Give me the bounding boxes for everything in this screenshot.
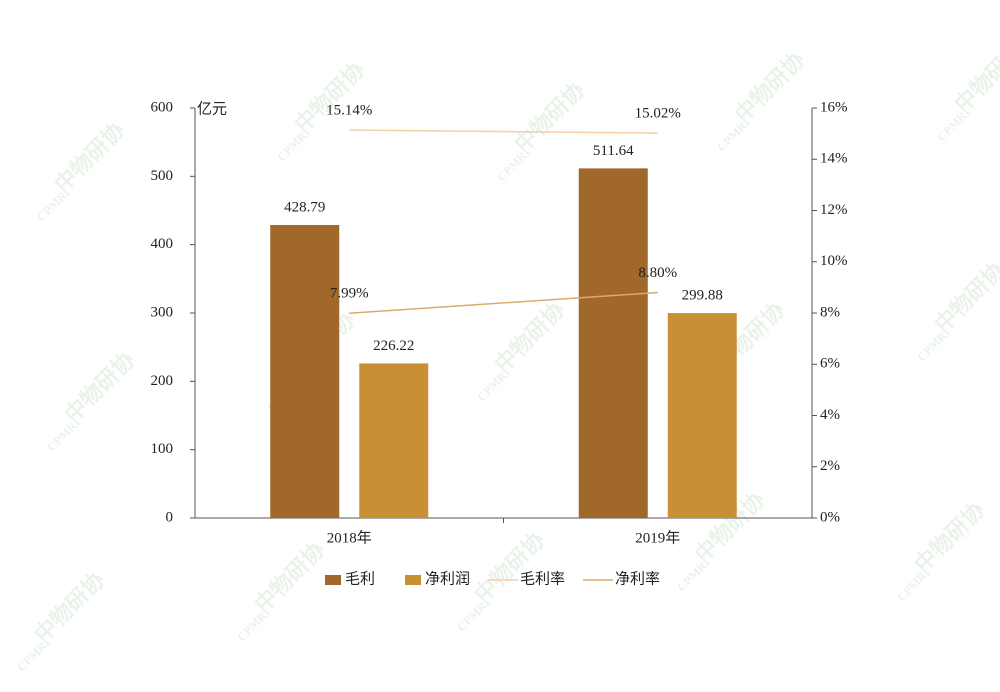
watermark: 中物研协 [59, 347, 139, 427]
watermark: 中物研协 [909, 497, 989, 577]
bar [578, 168, 648, 518]
y-tick-label: 100 [151, 441, 174, 457]
y-axis-unit: 亿元 [197, 100, 227, 117]
legend-label: 毛利率 [520, 570, 565, 587]
y2-tick-label: 8% [820, 304, 840, 320]
line-value-label: 15.02% [635, 106, 681, 122]
legend-swatch [325, 575, 341, 585]
x-tick-label: 2019年 [635, 529, 680, 546]
watermark-sub: CPMRI [34, 185, 73, 224]
watermark-sub: CPMRI [474, 365, 513, 404]
watermark: 中物研协 [289, 57, 369, 137]
watermark: 中物研协 [49, 117, 129, 197]
legend-label: 净利率 [615, 570, 660, 587]
line-value-label: 7.99% [330, 286, 369, 302]
watermark: 中物研协 [489, 297, 569, 377]
y2-tick-label: 2% [820, 458, 840, 474]
bar [667, 313, 737, 518]
bar-value-label: 511.64 [593, 143, 634, 159]
y2-tick-label: 10% [820, 253, 848, 269]
bar-value-label: 226.22 [373, 338, 414, 354]
line [349, 291, 658, 315]
watermark: 中物研协 [509, 77, 589, 157]
y-tick-label: 300 [151, 304, 174, 320]
watermark-sub: CPMRI [14, 635, 53, 674]
watermark-sub: CPMRI [674, 555, 713, 594]
legend-label: 净利润 [425, 570, 470, 587]
bar-value-label: 428.79 [284, 199, 325, 215]
watermark: 中物研协 [949, 37, 1000, 117]
line-value-label: 15.14% [326, 102, 372, 118]
watermark-sub: CPMRI [274, 125, 313, 164]
watermark: 中物研协 [469, 527, 549, 607]
line [349, 129, 658, 134]
watermark: 中物研协 [249, 537, 329, 617]
watermark: 中物研协 [929, 257, 1000, 337]
y2-tick-label: 6% [820, 356, 840, 372]
y-tick-label: 600 [151, 99, 174, 115]
watermark-sub: CPMRI [714, 115, 753, 154]
y2-tick-label: 12% [820, 202, 848, 218]
line-value-label: 8.80% [638, 265, 677, 281]
watermark-sub: CPMRI [934, 105, 973, 144]
watermark-sub: CPMRI [44, 415, 83, 454]
watermark-sub: CPMRI [494, 145, 533, 184]
watermark: 中物研协 [729, 47, 809, 127]
watermark-sub: CPMRI [234, 605, 273, 644]
y2-tick-label: 16% [820, 99, 848, 115]
bar [270, 224, 340, 518]
watermark-sub: CPMRI [914, 325, 953, 364]
watermark-sub: CPMRI [894, 565, 933, 604]
y-tick-label: 400 [151, 236, 174, 252]
y2-tick-label: 14% [820, 151, 848, 167]
watermark: 中物研协 [29, 567, 109, 647]
y-tick-label: 500 [151, 168, 174, 184]
bar-value-label: 299.88 [682, 288, 723, 304]
y-tick-label: 0 [166, 509, 174, 525]
watermark-sub: CPMRI [454, 595, 493, 634]
legend-label: 毛利 [345, 570, 375, 587]
y-tick-label: 200 [151, 373, 174, 389]
y2-tick-label: 0% [820, 509, 840, 525]
x-tick-label: 2018年 [327, 529, 372, 546]
bar [359, 363, 429, 518]
legend-swatch [405, 575, 422, 585]
y2-tick-label: 4% [820, 407, 840, 423]
